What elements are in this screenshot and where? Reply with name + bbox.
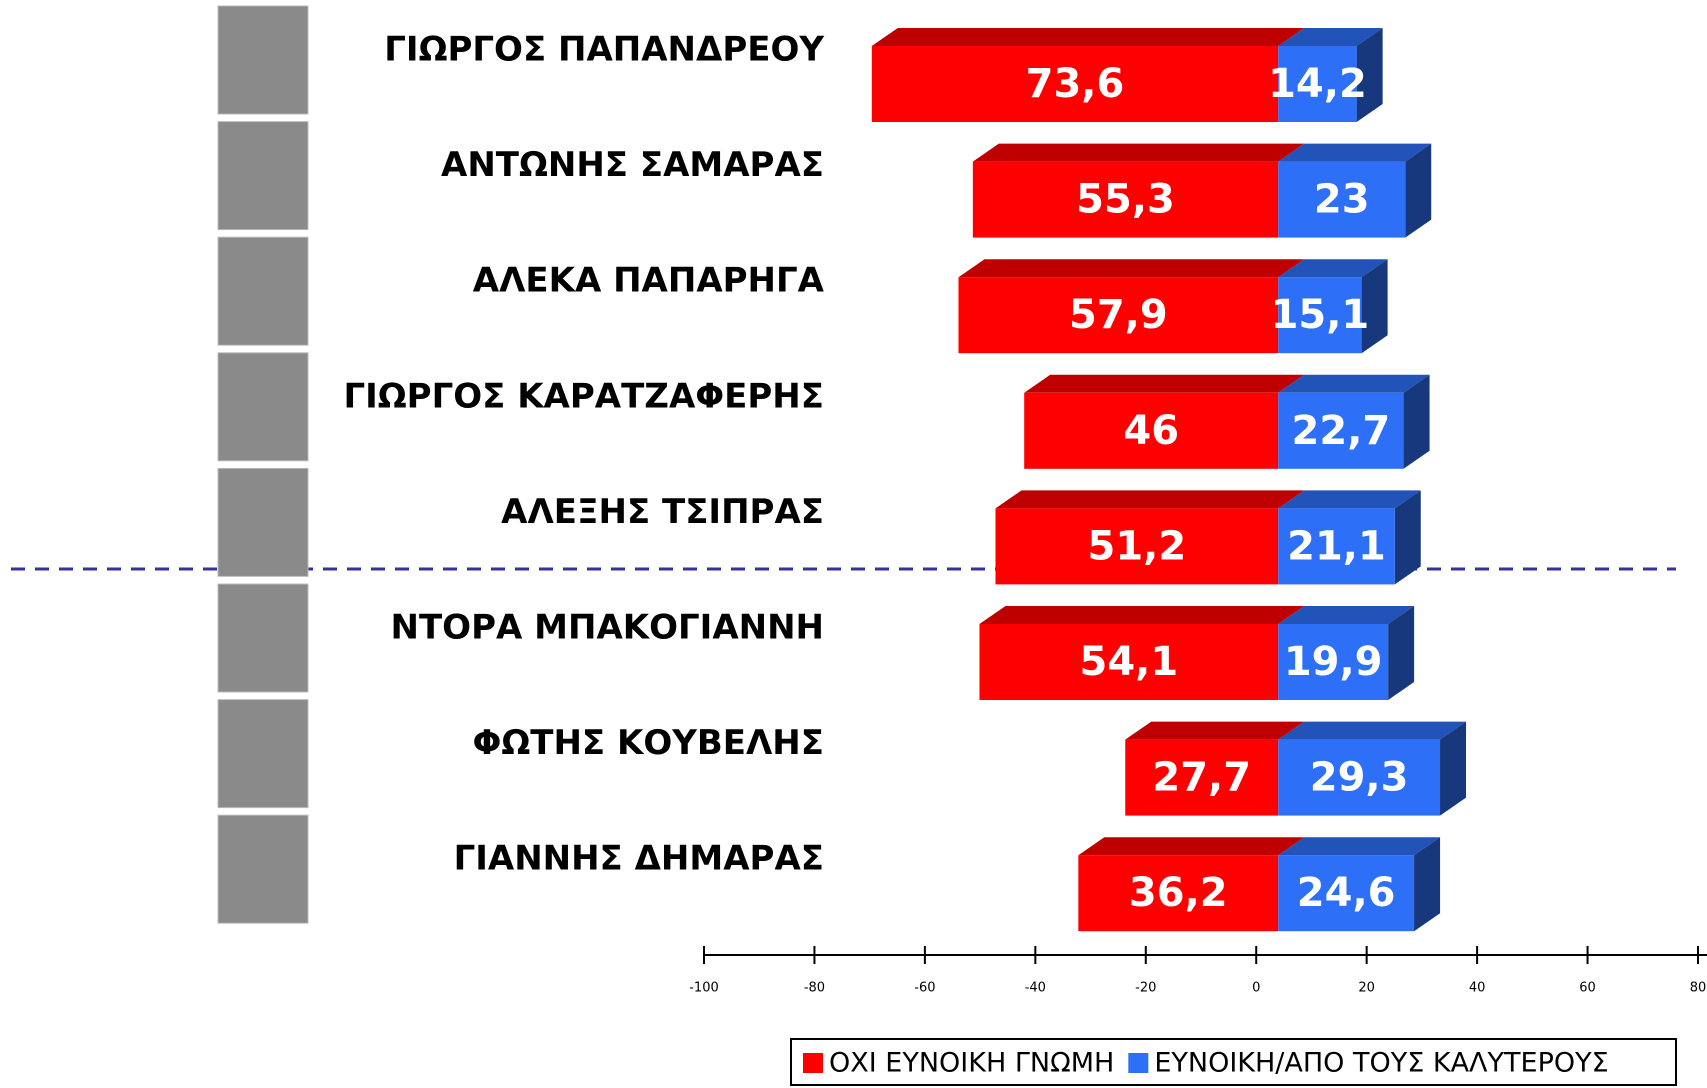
legend-swatch bbox=[1128, 1053, 1149, 1073]
x-tick-label: -20 bbox=[1135, 981, 1156, 996]
bar bbox=[1278, 855, 1415, 932]
bar-top bbox=[1278, 143, 1432, 162]
x-tick-label: -40 bbox=[1025, 981, 1046, 996]
bar-side bbox=[1414, 837, 1441, 932]
bar bbox=[1278, 161, 1406, 238]
bar-side bbox=[1388, 606, 1415, 700]
x-tick-label: 40 bbox=[1469, 981, 1486, 996]
photo bbox=[217, 467, 309, 577]
bar-top bbox=[1078, 837, 1305, 856]
value-label: 15,1 bbox=[1271, 292, 1370, 338]
value-label: 27,7 bbox=[1152, 755, 1251, 801]
photo bbox=[217, 583, 309, 693]
bar-top bbox=[871, 28, 1305, 46]
bar bbox=[1125, 739, 1279, 816]
bar-top bbox=[1278, 490, 1421, 509]
bar-side bbox=[1394, 490, 1421, 585]
photo bbox=[217, 236, 309, 346]
bar bbox=[1278, 508, 1395, 585]
x-tick-label: 80 bbox=[1690, 981, 1707, 996]
bar-side bbox=[1440, 721, 1467, 816]
photo bbox=[217, 699, 309, 809]
bar bbox=[871, 46, 1279, 122]
bar-side bbox=[1356, 28, 1383, 122]
value-label: 46 bbox=[1123, 408, 1179, 454]
photo bbox=[217, 121, 309, 231]
bar-top bbox=[995, 490, 1305, 509]
legend-label: ΕΥΝΟΙΚΗ/ΑΠΟ ΤΟΥΣ ΚΑΛΥΤΕΡΟΥΣ bbox=[1154, 1048, 1608, 1079]
x-tick-label: -100 bbox=[689, 981, 719, 996]
bar-top bbox=[1278, 28, 1383, 46]
bar-top bbox=[1278, 721, 1467, 740]
bar bbox=[1278, 46, 1357, 122]
value-label: 36,2 bbox=[1129, 870, 1228, 916]
value-label: 24,6 bbox=[1297, 870, 1396, 916]
photo bbox=[217, 352, 309, 462]
x-tick-label: 60 bbox=[1579, 981, 1596, 996]
bar bbox=[1278, 277, 1362, 354]
bar-side bbox=[1403, 374, 1430, 469]
bar bbox=[1024, 392, 1279, 469]
bar-side bbox=[1405, 143, 1432, 238]
value-label: 55,3 bbox=[1076, 177, 1175, 223]
bar-top bbox=[1278, 374, 1430, 393]
category-label: ΑΛΕΚΑ ΠΑΠΑΡΗΓΑ bbox=[473, 261, 825, 301]
bar-top bbox=[1278, 837, 1441, 856]
bar-top bbox=[1024, 374, 1305, 393]
legend-swatch bbox=[803, 1053, 823, 1073]
value-label: 19,9 bbox=[1284, 639, 1383, 685]
bar bbox=[958, 277, 1279, 354]
bar-side bbox=[1361, 259, 1388, 354]
value-label: 54,1 bbox=[1079, 639, 1178, 685]
photo bbox=[217, 5, 309, 115]
category-label: ΑΝΤΩΝΗΣ ΣΑΜΑΡΑΣ bbox=[441, 145, 824, 185]
x-tick-label: 20 bbox=[1358, 981, 1375, 996]
photo bbox=[217, 814, 309, 924]
bar bbox=[1278, 624, 1389, 700]
value-label: 22,7 bbox=[1292, 408, 1391, 454]
bar bbox=[1078, 855, 1279, 932]
value-label: 51,2 bbox=[1088, 523, 1187, 569]
category-label: ΓΙΩΡΓΟΣ ΠΑΠΑΝΔΡΕΟΥ bbox=[384, 30, 824, 70]
category-label: ΓΙΑΝΝΗΣ ΔΗΜΑΡΑΣ bbox=[454, 839, 824, 879]
bar-top bbox=[1125, 721, 1305, 740]
category-label: ΓΙΩΡΓΟΣ ΚΑΡΑΤΖΑΦΕΡΗΣ bbox=[343, 376, 824, 416]
bar bbox=[995, 508, 1279, 585]
x-tick-label: -80 bbox=[804, 981, 825, 996]
bar-top bbox=[979, 606, 1305, 624]
bar-top bbox=[972, 143, 1305, 162]
x-tick-label: -60 bbox=[914, 981, 935, 996]
bar bbox=[1278, 739, 1441, 816]
value-label: 73,6 bbox=[1026, 61, 1125, 107]
value-label: 57,9 bbox=[1069, 292, 1168, 338]
category-label: ΝΤΟΡΑ ΜΠΑΚΟΓΙΑΝΝΗ bbox=[391, 608, 824, 648]
bar bbox=[979, 624, 1279, 700]
value-label: 29,3 bbox=[1310, 755, 1409, 801]
category-label: ΦΩΤΗΣ ΚΟΥΒΕΛΗΣ bbox=[472, 723, 824, 763]
bar bbox=[972, 161, 1279, 238]
bar-top bbox=[1278, 606, 1415, 624]
value-label: 21,1 bbox=[1287, 523, 1386, 569]
legend-label: ΟΧΙ ΕΥΝΟΙΚΗ ΓΝΩΜΗ bbox=[829, 1048, 1114, 1079]
value-label: 23 bbox=[1314, 177, 1370, 223]
value-label: 14,2 bbox=[1268, 61, 1367, 107]
legend bbox=[790, 1038, 1677, 1086]
x-tick-label: 0 bbox=[1252, 981, 1260, 996]
category-label: ΑΛΕΞΗΣ ΤΣΙΠΡΑΣ bbox=[501, 492, 824, 532]
bar bbox=[1278, 392, 1404, 469]
bar-top bbox=[1278, 259, 1388, 278]
bar-top bbox=[958, 259, 1305, 278]
